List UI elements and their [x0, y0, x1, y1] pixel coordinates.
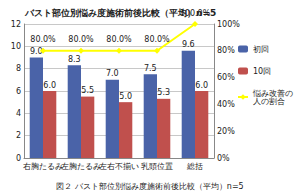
- svg-text:10回: 10回: [253, 67, 271, 76]
- svg-text:80.0%: 80.0%: [30, 35, 56, 44]
- svg-text:0%: 0%: [217, 154, 230, 163]
- svg-text:7.5: 7.5: [144, 64, 157, 73]
- svg-text:悩み改善の: 悩み改善の: [253, 88, 293, 98]
- svg-text:80%: 80%: [217, 46, 235, 55]
- svg-text:初回: 初回: [253, 45, 269, 54]
- svg-text:0: 0: [16, 154, 21, 163]
- svg-text:60%: 60%: [217, 73, 235, 82]
- svg-text:6.0: 6.0: [195, 81, 208, 90]
- svg-text:乳頭位置: 乳頭位置: [141, 162, 173, 171]
- svg-text:2: 2: [16, 131, 21, 140]
- svg-text:100%: 100%: [217, 20, 240, 29]
- svg-text:5.5: 5.5: [81, 86, 94, 95]
- svg-text:8.3: 8.3: [68, 55, 81, 64]
- svg-text:80.0%: 80.0%: [68, 35, 94, 44]
- svg-text:80.0%: 80.0%: [106, 35, 132, 44]
- svg-text:5.0: 5.0: [119, 92, 132, 101]
- svg-text:人の割合: 人の割合: [253, 97, 285, 106]
- svg-text:9.0: 9.0: [30, 47, 43, 56]
- svg-text:8: 8: [16, 64, 21, 73]
- svg-text:80.0%: 80.0%: [144, 35, 170, 44]
- svg-text:4: 4: [16, 109, 21, 118]
- svg-text:総括: 総括: [186, 162, 203, 171]
- svg-text:10: 10: [11, 42, 21, 51]
- svg-text:20%: 20%: [217, 127, 235, 136]
- svg-text:6: 6: [16, 87, 21, 96]
- svg-text:バスト部位別悩み度施術前後比較（平均）n=5: バスト部位別悩み度施術前後比較（平均）n=5: [24, 8, 216, 18]
- svg-text:5.3: 5.3: [157, 88, 170, 97]
- svg-text:12: 12: [11, 20, 21, 29]
- svg-text:図２ バスト部位別悩み度施術前後比較（平均）n=5: 図２ バスト部位別悩み度施術前後比較（平均）n=5: [56, 182, 243, 191]
- svg-text:左胸たるみ: 左胸たるみ: [61, 162, 101, 171]
- svg-text:6.0: 6.0: [43, 81, 56, 90]
- svg-text:右胸たるみ: 右胸たるみ: [23, 162, 63, 171]
- svg-text:40%: 40%: [217, 100, 235, 109]
- svg-text:左右不揃い: 左右不揃い: [99, 162, 139, 171]
- svg-text:9.6: 9.6: [182, 40, 195, 49]
- svg-text:7.0: 7.0: [106, 69, 119, 78]
